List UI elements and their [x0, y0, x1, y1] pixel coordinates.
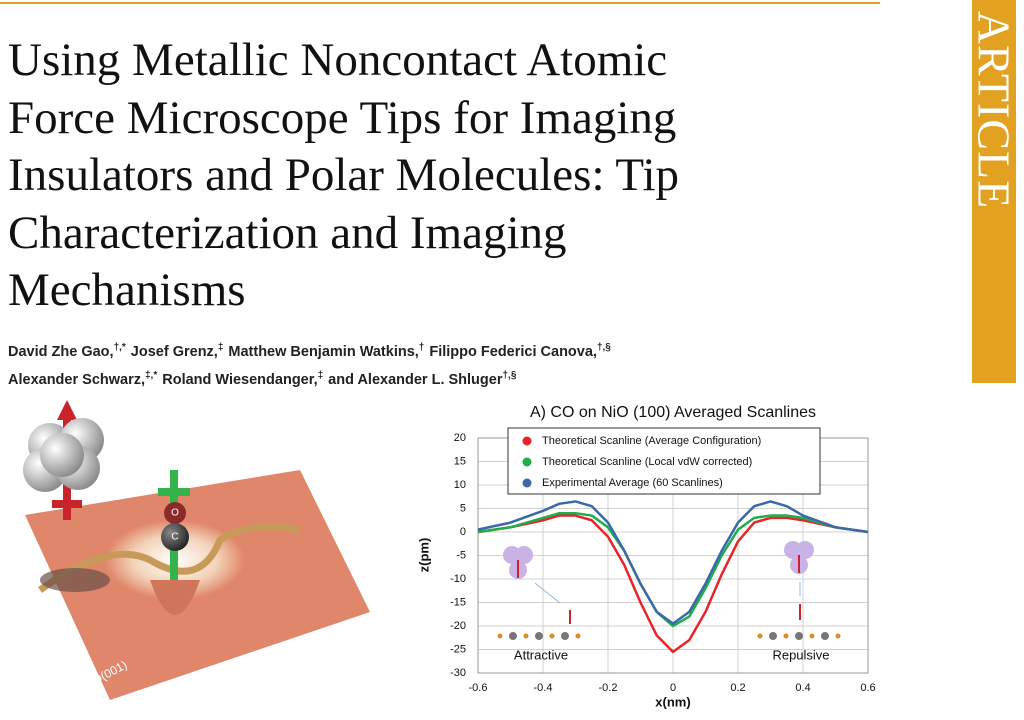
annotation: Repulsive — [772, 647, 829, 662]
title-line: Mechanisms — [8, 264, 246, 316]
author-name: Roland Wiesendanger, — [162, 371, 318, 388]
x-tick-label: -0.6 — [469, 682, 488, 694]
title-line: Using Metallic Noncontact Atomic — [8, 34, 668, 86]
legend-swatch — [522, 457, 532, 467]
y-tick-label: 5 — [460, 502, 466, 514]
x-tick-label: -0.4 — [534, 682, 553, 694]
author-line: David Zhe Gao,†,* Josef Grenz,‡ Matthew Be… — [8, 336, 616, 364]
series-line — [477, 500, 869, 625]
legend-label: Theoretical Scanline (Local vdW correcte… — [542, 456, 752, 468]
atom — [509, 632, 517, 640]
y-tick-label: -5 — [456, 549, 466, 561]
illustration: O C NiO(001) — [23, 400, 370, 700]
atom — [523, 633, 529, 639]
atom — [795, 632, 803, 640]
author-name: Filippo Federici Canova, — [429, 343, 597, 360]
atom — [549, 633, 555, 639]
atom — [757, 633, 763, 639]
legend-label: Theoretical Scanline (Average Configurat… — [542, 435, 761, 447]
x-axis-label: x(nm) — [655, 694, 690, 709]
title-line: Insulators and Polar Molecules: Tip — [8, 149, 680, 201]
x-tick-label: 0.2 — [730, 682, 745, 694]
title-line: Characterization and Imaging — [8, 206, 567, 259]
legend-swatch — [522, 436, 532, 446]
legend-swatch — [522, 478, 532, 488]
x-tick-label: 0.6 — [860, 682, 875, 694]
chart-insets — [503, 541, 814, 624]
svg-text:O: O — [171, 508, 179, 519]
atom — [809, 633, 815, 639]
atom — [575, 633, 581, 639]
chart-title: A) CO on NiO (100) Averaged Scanlines — [530, 404, 816, 421]
atom — [497, 633, 503, 639]
y-tick-label: -10 — [450, 573, 466, 585]
author-name: Alexander Schwarz, — [8, 371, 145, 388]
atom — [821, 632, 829, 640]
author-name: Matthew Benjamin Watkins, — [228, 343, 419, 360]
title-line: Force Microscope Tips for Imaging — [8, 91, 677, 144]
author-affiliation: †,§ — [596, 342, 611, 353]
y-tick-label: 15 — [454, 455, 466, 467]
side-tab: ARTICLE — [969, 0, 1020, 383]
author-name: David Zhe Gao, — [8, 343, 114, 360]
y-tick-label: -20 — [450, 620, 466, 632]
atom — [783, 633, 789, 639]
y-tick-label: -15 — [450, 596, 466, 608]
x-tick-label: 0.4 — [795, 682, 810, 694]
y-tick-label: 0 — [460, 526, 466, 538]
svg-text:C: C — [171, 532, 178, 543]
atom — [561, 632, 569, 640]
atom — [769, 632, 777, 640]
chart: A) CO on NiO (100) Averaged Scanlines -30… — [416, 404, 875, 709]
y-tick-label: -30 — [450, 667, 466, 679]
author-affiliation: ‡ — [317, 369, 324, 381]
annotation: Attractive — [514, 647, 568, 662]
y-tick-label: -25 — [450, 643, 466, 655]
author-name: Josef Grenz, — [130, 343, 218, 360]
atom — [835, 633, 841, 639]
legend-label: Experimental Average (60 Scanlines) — [542, 477, 723, 489]
x-tick-label: 0 — [670, 682, 676, 694]
author-line: Alexander Schwarz,‡,* Roland Wiesendanger… — [8, 364, 616, 392]
atom — [535, 632, 543, 640]
author-affiliation: †,§ — [502, 369, 517, 381]
top-rule — [0, 2, 880, 4]
author-affiliation: †,* — [113, 342, 126, 353]
author-affiliation: ‡ — [217, 342, 224, 353]
author-affiliation: † — [418, 342, 425, 353]
y-tick-label: 20 — [454, 432, 466, 444]
author-name: and Alexander L. Shluger — [328, 371, 503, 388]
title: Using Metallic Noncontact Atomic Force Mi… — [8, 32, 679, 320]
y-tick-label: 10 — [454, 479, 466, 491]
y-axis-label: z(pm) — [416, 538, 431, 573]
series-line — [477, 514, 869, 654]
series-line — [477, 511, 869, 628]
author-affiliation: ‡,* — [145, 369, 158, 381]
authors: David Zhe Gao,†,* Josef Grenz,‡ Matthew Be… — [8, 336, 616, 392]
x-tick-label: -0.2 — [599, 682, 618, 694]
legend-box — [507, 427, 821, 495]
